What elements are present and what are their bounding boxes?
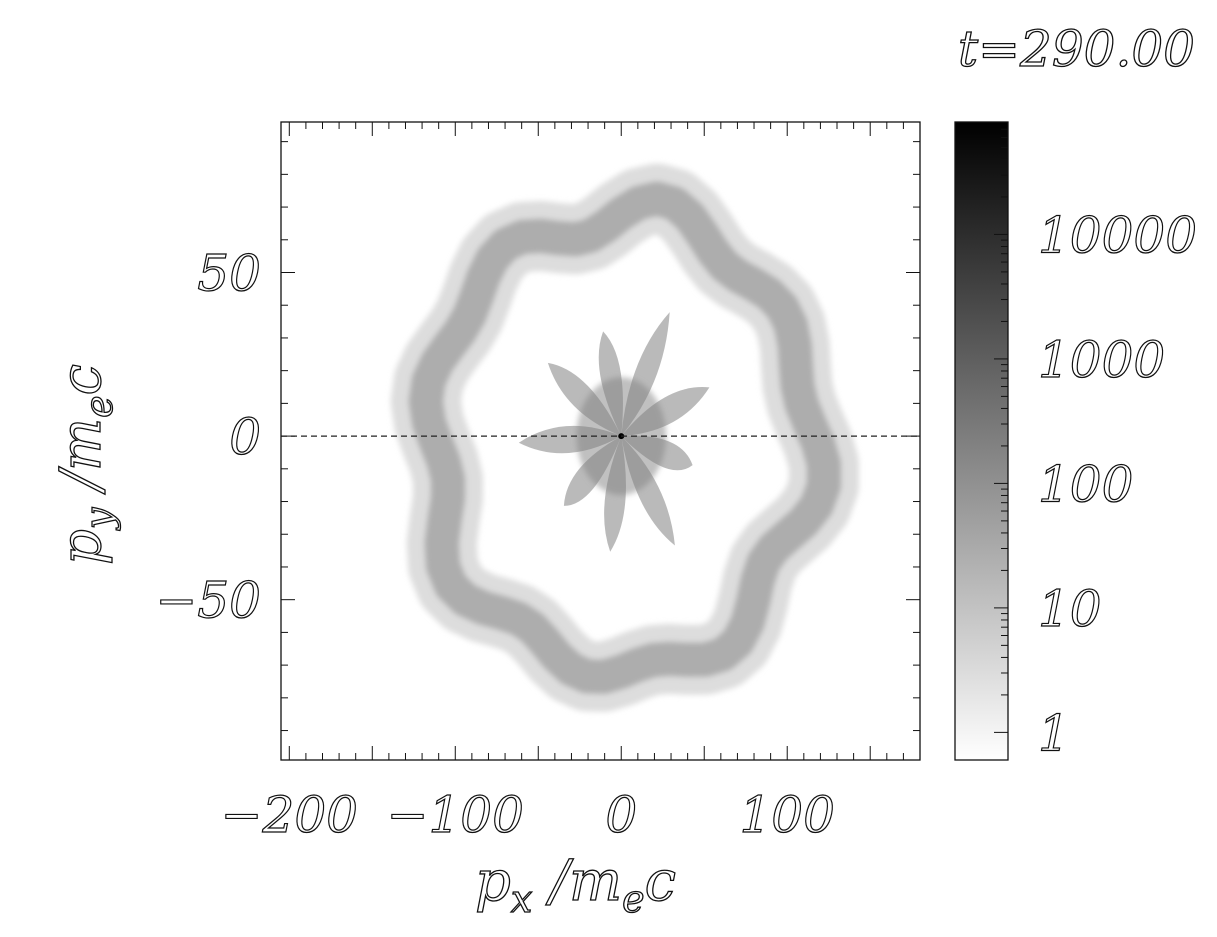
colorbar-tick-label: 10: [1038, 580, 1102, 638]
colorbar: 1 10 100 1000 10000: [954, 121, 1198, 763]
y-axis-ticks: −50 0 50: [155, 141, 920, 732]
x-tick-label: 0: [605, 786, 637, 844]
x-tick-label: −100: [387, 786, 524, 844]
chart-title: t=290.00: [958, 20, 1195, 78]
colorbar-tick-label: 10000: [1038, 206, 1197, 264]
x-label-unit-end: c: [645, 849, 676, 914]
y-label-unit-sub: e: [77, 395, 121, 418]
y-axis-label: py /mec: [49, 364, 121, 565]
density-field: [390, 163, 859, 712]
colorbar-gradient: [954, 121, 1009, 761]
x-tick-label: −200: [221, 786, 358, 844]
plot-frame: [280, 121, 921, 761]
x-axis-ticks: −200 −100 0 100: [220, 122, 921, 845]
y-label-unit: /m: [49, 418, 114, 508]
y-label-sub: y: [77, 507, 121, 531]
x-label-base: p: [475, 849, 511, 914]
y-label-base: p: [49, 529, 114, 565]
colorbar-tick-label: 1000: [1038, 331, 1165, 389]
y-tick-label: 0: [229, 408, 261, 466]
plot-area: −200 −100 0 100 −50 0 50: [155, 121, 921, 845]
x-axis-label: px /mec: [475, 849, 676, 921]
y-tick-label: 50: [197, 245, 261, 303]
y-tick-label: −50: [155, 572, 261, 630]
colorbar-tick-label: 100: [1038, 455, 1133, 513]
x-tick-label: 100: [740, 786, 835, 844]
x-label-sub: x: [511, 877, 532, 921]
x-label-unit-sub: e: [622, 877, 645, 921]
x-label-unit: /m: [532, 849, 622, 914]
outer-ring: [408, 181, 841, 694]
y-label-unit-end: c: [49, 364, 114, 395]
colorbar-ticks: 1 10 100 1000 10000: [994, 121, 1198, 763]
colorbar-tick-label: 1: [1038, 704, 1070, 762]
